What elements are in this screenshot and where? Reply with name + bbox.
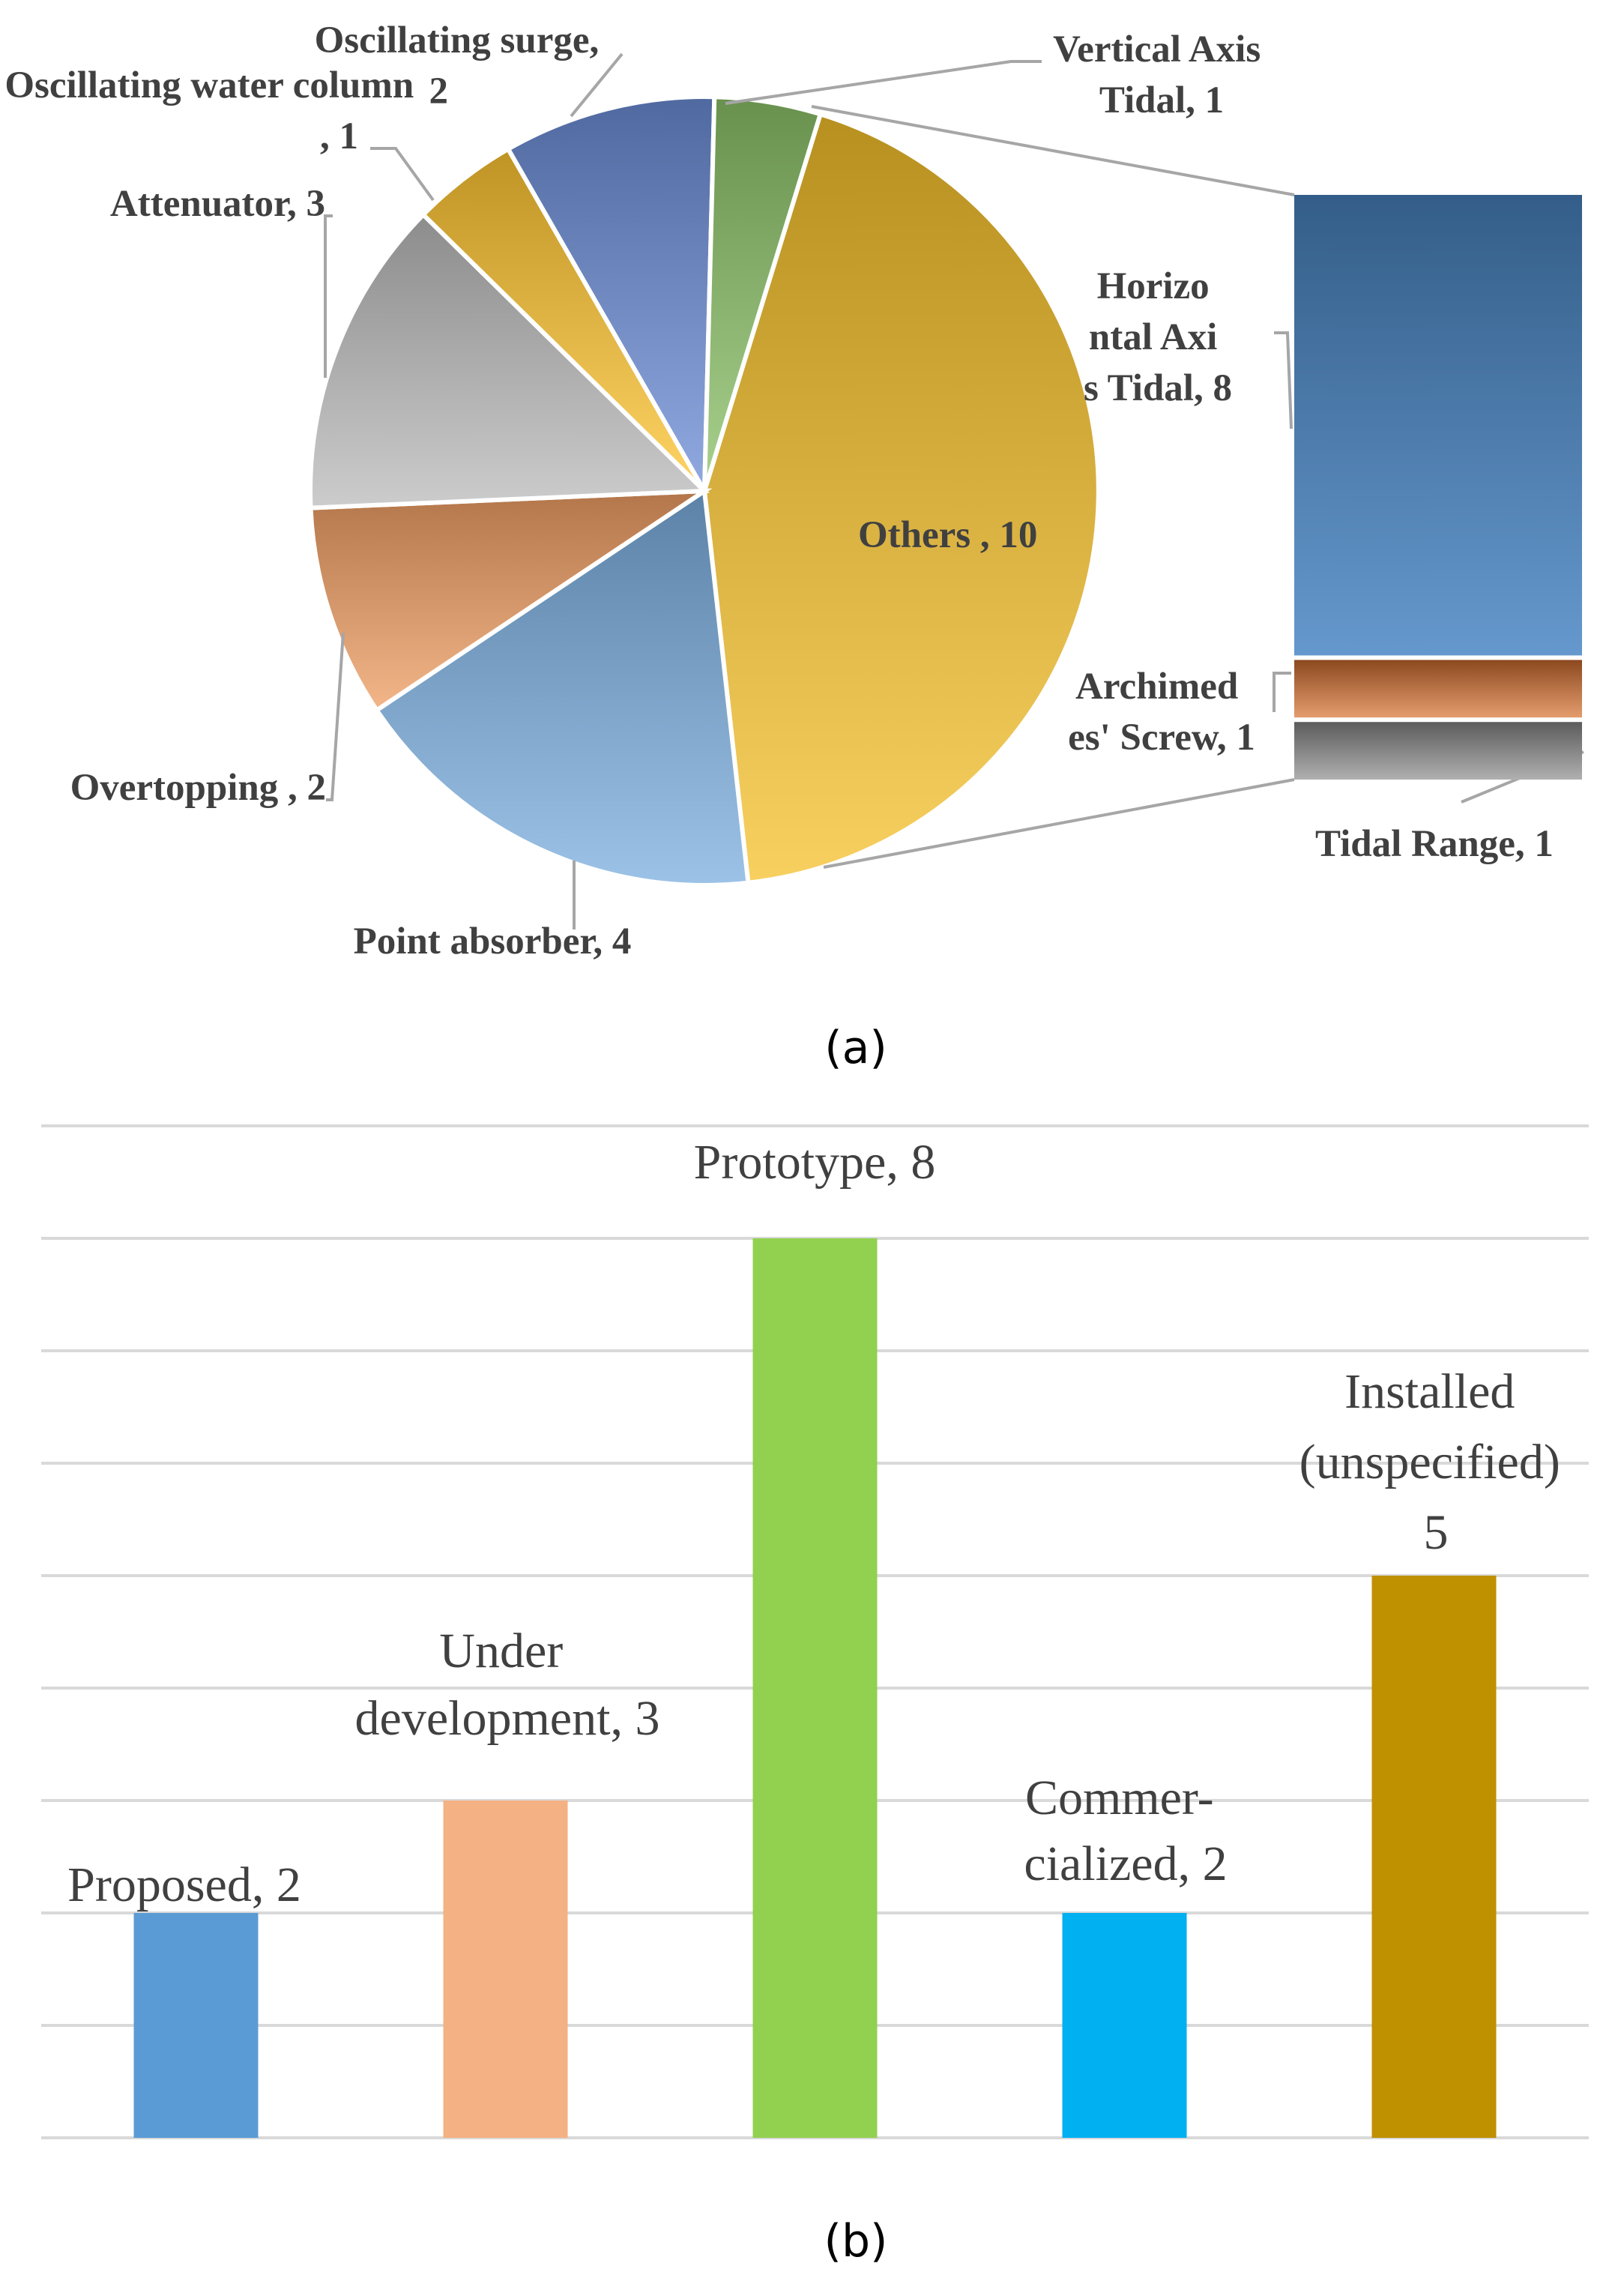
- pie-labels: Others , 10 Point absorber, 4 Overtoppin…: [4, 19, 1270, 962]
- pie-label-surge-line-2: 2: [429, 70, 449, 112]
- pie-label-owc-line-1: Oscillating water column: [4, 64, 414, 106]
- breakdown-hat-line-3: s Tidal, 8: [1084, 367, 1232, 409]
- breakdown-segment-archimedes-screw: [1294, 660, 1582, 718]
- leader-oscillating-surge: [570, 52, 624, 118]
- pie-slice-point-absorber: [373, 486, 751, 888]
- leader-horizontal-axis-tidal: [1274, 331, 1293, 430]
- bar-label-under-development: Under development, 3: [355, 1624, 660, 1746]
- pie-slice-overtopping: [308, 488, 713, 714]
- pie-label-vertical-axis-tidal: Vertical Axis Tidal, 1: [1053, 28, 1270, 121]
- bar-label-commercialized-line-2: cialized, 2: [1024, 1837, 1227, 1891]
- bar-commer-cialized: [1062, 1913, 1187, 2138]
- breakdown-labels: Horizo ntal Axi s Tidal, 8 Archimed es' …: [1068, 265, 1554, 865]
- pie-label-point-absorber: Point absorber, 4: [354, 920, 632, 962]
- leader-attenuator: [324, 214, 333, 378]
- bar-prototype: [752, 1238, 878, 2138]
- bar-label-under-development-line-1: Under: [439, 1624, 575, 1678]
- bar-chart: [133, 1238, 1497, 2138]
- breakdown-label-tidal-range: Tidal Range, 1: [1315, 823, 1554, 865]
- bar-label-installed-line-3: 5: [1424, 1505, 1449, 1560]
- pie-label-oscillating-water-column: Oscillating water column , 1: [4, 64, 423, 157]
- breakdown-segment-tidal-range: [1294, 722, 1582, 780]
- bar-label-commercialized: Commer- cialized, 2: [1024, 1771, 1227, 1891]
- bar-label-installed-line-2: (unspecified): [1299, 1435, 1573, 1489]
- pie-slice-oscillating-surge: [505, 94, 717, 499]
- bar-proposed: [133, 1913, 259, 2138]
- pie-label-others: Others , 10: [858, 514, 1037, 556]
- bar-label-prototype: Prototype, 8: [694, 1135, 936, 1190]
- leader-overtopping: [326, 632, 345, 801]
- bar-label-under-development-line-2: development, 3: [355, 1691, 660, 1746]
- pie-label-overtopping: Overtopping , 2: [70, 767, 326, 809]
- breakdown-screw-line-1: Archimed: [1075, 666, 1238, 708]
- bar-under-development: [443, 1801, 568, 2138]
- bar-label-installed-line-1: Installed: [1344, 1364, 1515, 1419]
- pie-label-oscillating-surge: Oscillating surge, 2: [315, 19, 609, 112]
- bar-data-labels: Proposed, 2 Under development, 3 Prototy…: [67, 1135, 1572, 1912]
- leader-oscillating-water-column: [370, 147, 435, 202]
- breakdown-hat-line-2: ntal Axi: [1089, 316, 1217, 358]
- pie-slice-others: [701, 111, 1101, 886]
- breakdown-hat-line-1: Horizo: [1097, 265, 1210, 307]
- bar-label-proposed: Proposed, 2: [67, 1857, 301, 1912]
- leader-vertical-axis-tidal: [725, 60, 1042, 105]
- pie-label-vat-line-1: Vertical Axis: [1053, 28, 1261, 70]
- pie-label-owc-line-2: , 1: [320, 115, 358, 157]
- breakdown-label-horizontal-axis-tidal: Horizo ntal Axi s Tidal, 8: [1084, 265, 1232, 409]
- bar-label-installed: Installed (unspecified) 5: [1299, 1364, 1573, 1560]
- connector-bottom: [823, 778, 1295, 869]
- pie-slice-vertical-axis-tidal: [702, 94, 824, 492]
- pie-chart: [308, 94, 1101, 888]
- bar-label-commercialized-line-1: Commer-: [1025, 1771, 1214, 1825]
- pie-label-vat-line-2: Tidal, 1: [1099, 79, 1224, 121]
- caption-b: (b): [824, 2215, 888, 2268]
- breakdown-segment-horizontal-axis-tidal: [1294, 195, 1582, 656]
- connector-top: [811, 105, 1295, 196]
- breakdown-label-archimedes-screw: Archimed es' Screw, 1: [1068, 666, 1255, 759]
- bar-installed-unspecified: [1371, 1576, 1497, 2138]
- breakdown-stacked-bar: [1294, 195, 1582, 780]
- pie-label-surge-line-1: Oscillating surge,: [315, 19, 609, 61]
- breakdown-screw-line-2: es' Screw, 1: [1068, 717, 1255, 759]
- leader-archimedes-screw: [1273, 672, 1291, 712]
- pie-slice-attenuator: [308, 211, 710, 510]
- caption-a: (a): [824, 1022, 887, 1074]
- pie-label-attenuator: Attenuator, 3: [110, 183, 325, 225]
